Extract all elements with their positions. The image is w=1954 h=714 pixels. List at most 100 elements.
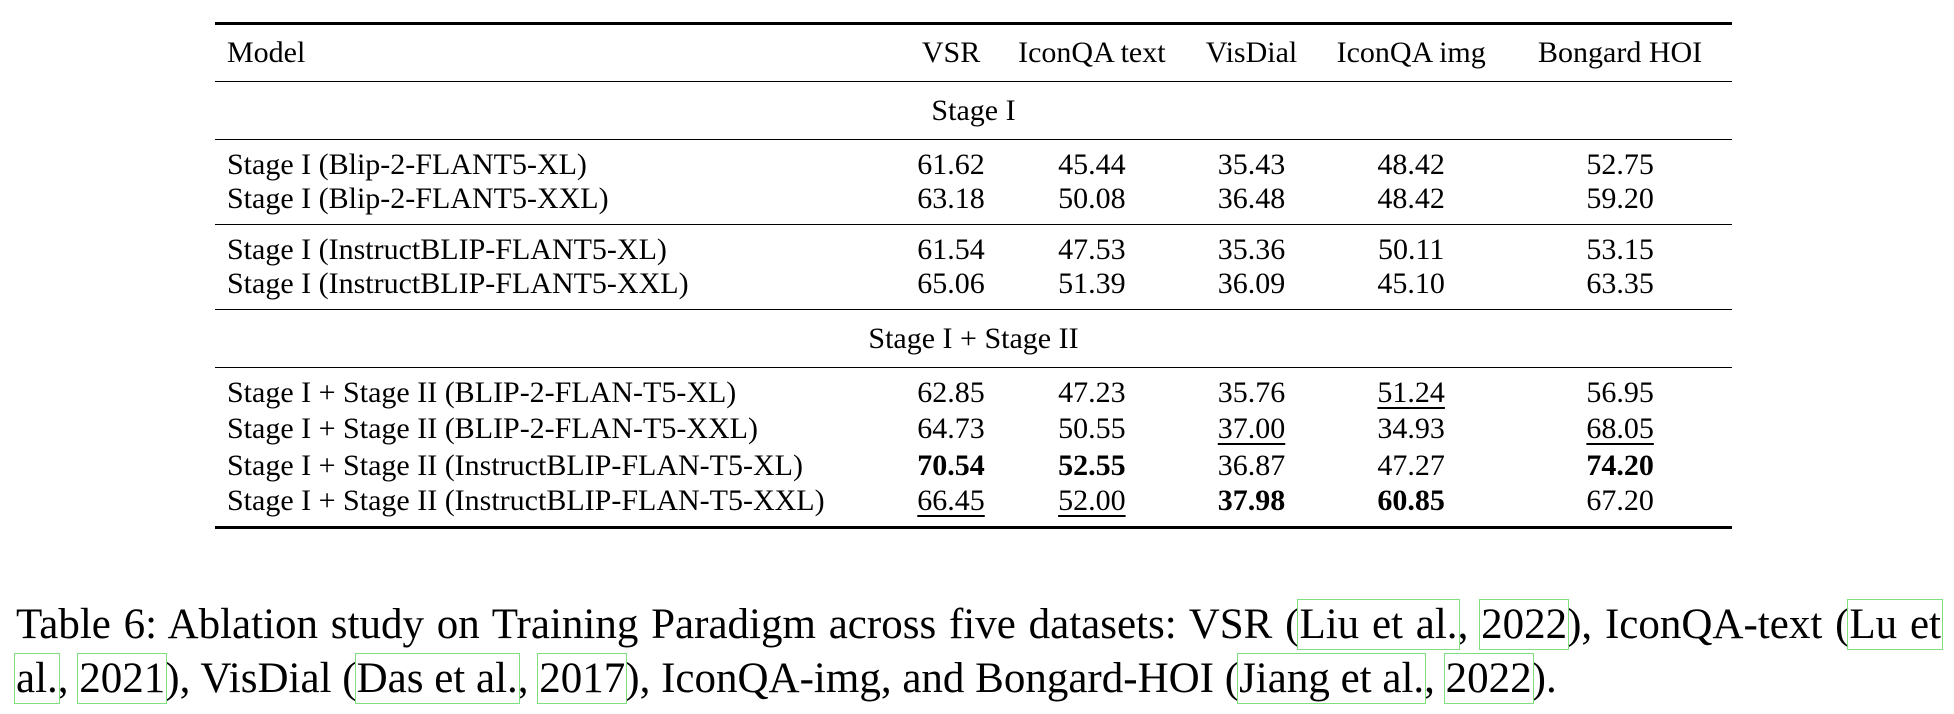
score-cell: 53.15	[1508, 225, 1732, 268]
score-cell: 52.00	[995, 484, 1189, 528]
table-row: Stage I (Blip-2-FLANT5-XL) 61.62 45.44 35.4…	[215, 139, 1732, 183]
score-value: 47.53	[1058, 233, 1126, 266]
score-cell: 64.73	[907, 410, 995, 447]
score-cell: 51.24	[1314, 368, 1508, 411]
score-cell: 51.39	[995, 267, 1189, 310]
score-value: 51.39	[1058, 267, 1126, 300]
score-value: 62.85	[917, 376, 985, 409]
table-row: Stage I + Stage II (InstructBLIP-FLAN-T5…	[215, 484, 1732, 528]
caption-text: ), VisDial (	[165, 655, 357, 702]
caption-text: ,	[1424, 655, 1446, 702]
table-caption: Table 6: Ablation study on Training Para…	[14, 598, 1943, 706]
table-row: Stage I + Stage II (BLIP-2-FLAN-T5-XL) 62…	[215, 367, 1732, 411]
caption-text: Table 6: Ablation study on Training Para…	[16, 601, 1300, 648]
score-cell: 70.54	[907, 447, 995, 484]
caption-text: ), IconQA-img, and Bongard-HOI (	[625, 655, 1240, 702]
score-value: 61.54	[917, 233, 985, 266]
score-cell: 50.08	[995, 182, 1189, 225]
header-model: Model	[227, 36, 306, 69]
second-best-score: 51.24	[1377, 376, 1445, 409]
score-value: 59.20	[1586, 182, 1654, 215]
score-value: 35.36	[1217, 233, 1286, 266]
model-name-cell: Stage I + Stage II (InstructBLIP-FLAN-T5…	[227, 448, 803, 482]
score-value: 64.73	[917, 411, 985, 445]
results-table: Model VSR IconQA text VisDial IconQA img…	[215, 22, 1732, 529]
score-cell: 48.42	[1314, 140, 1508, 183]
score-cell: 47.27	[1314, 447, 1508, 484]
score-cell: 62.85	[907, 368, 995, 411]
score-cell: 36.87	[1189, 447, 1314, 484]
score-cell: 50.55	[995, 410, 1189, 447]
caption-text: ,	[517, 655, 540, 702]
best-score: 70.54	[917, 448, 985, 482]
header-bongard-hoi: Bongard HOI	[1538, 36, 1703, 69]
model-name-cell: Stage I + Stage II (BLIP-2-FLAN-T5-XXL)	[227, 411, 758, 445]
citation-year[interactable]: 2022	[1443, 653, 1534, 704]
score-cell: 45.44	[995, 140, 1189, 183]
score-cell: 59.20	[1508, 182, 1732, 225]
score-cell: 61.54	[907, 225, 995, 268]
best-score: 52.55	[1058, 448, 1126, 482]
best-score: 74.20	[1586, 448, 1654, 482]
score-value: 65.06	[917, 267, 985, 300]
model-name-cell: Stage I + Stage II (BLIP-2-FLAN-T5-XL)	[227, 376, 737, 409]
score-value: 34.93	[1377, 411, 1445, 445]
score-cell: 66.45	[907, 484, 995, 528]
score-value: 36.09	[1217, 267, 1286, 300]
score-cell: 50.11	[1314, 225, 1508, 268]
score-cell: 68.05	[1508, 410, 1732, 447]
second-best-score: 52.00	[1058, 484, 1126, 517]
score-cell: 45.10	[1314, 267, 1508, 310]
score-cell: 63.35	[1508, 267, 1732, 310]
citation-author[interactable]: Liu et al.	[1297, 599, 1460, 650]
score-value: 35.76	[1217, 376, 1286, 409]
score-cell: 60.85	[1314, 484, 1508, 528]
score-value: 61.62	[917, 148, 985, 181]
model-name-cell: Stage I (InstructBLIP-FLANT5-XL)	[227, 233, 667, 266]
score-cell: 34.93	[1314, 410, 1508, 447]
score-value: 52.75	[1586, 148, 1654, 181]
citation-author[interactable]: Jiang et al.	[1237, 653, 1427, 704]
citation-year[interactable]: 2022	[1479, 599, 1570, 650]
citation-year[interactable]: 2017	[537, 653, 628, 704]
header-visdial: VisDial	[1205, 36, 1298, 69]
model-name-cell: Stage I (Blip-2-FLANT5-XXL)	[227, 182, 609, 215]
score-cell: 56.95	[1508, 368, 1732, 411]
second-best-score: 68.05	[1586, 411, 1654, 445]
second-best-score: 66.45	[917, 484, 985, 517]
header-vsr: VSR	[921, 36, 981, 69]
section-header-row: Stage I + Stage II	[215, 309, 1732, 368]
score-value: 67.20	[1586, 484, 1654, 517]
score-value: 50.11	[1377, 233, 1445, 266]
score-value: 48.42	[1377, 182, 1445, 215]
table-row: Stage I (Blip-2-FLANT5-XXL) 63.18 50.08 36.…	[215, 182, 1732, 225]
table-body: Stage I Stage I (Blip-2-FLANT5-XL) 61.62 45…	[215, 81, 1732, 528]
caption-text: ,	[1457, 601, 1482, 648]
score-cell: 37.98	[1189, 484, 1314, 528]
score-cell: 65.06	[907, 267, 995, 310]
header-iconqa-img: IconQA img	[1336, 36, 1486, 69]
score-value: 36.48	[1217, 182, 1286, 215]
citation-year[interactable]: 2021	[77, 653, 168, 704]
score-value: 50.55	[1058, 411, 1126, 445]
score-value: 50.08	[1058, 182, 1126, 215]
citation-author[interactable]: Lu et al.	[14, 599, 1943, 704]
section-title: Stage I + Stage II	[868, 321, 1079, 355]
caption-text: ), IconQA-text (	[1567, 601, 1850, 648]
score-cell: 47.23	[995, 368, 1189, 411]
score-value: 35.43	[1217, 148, 1286, 181]
score-value: 45.44	[1058, 148, 1126, 181]
score-cell: 35.43	[1189, 140, 1314, 183]
score-cell: 61.62	[907, 140, 995, 183]
score-cell: 52.75	[1508, 140, 1732, 183]
score-cell: 36.09	[1189, 267, 1314, 310]
table-row: Stage I (InstructBLIP-FLANT5-XXL) 65.06 51…	[215, 267, 1732, 310]
header-iconqa-text: IconQA text	[1018, 36, 1166, 69]
score-value: 47.23	[1058, 376, 1126, 409]
results-table-container: Model VSR IconQA text VisDial IconQA img…	[215, 22, 1732, 529]
citation-author[interactable]: Das et al.	[354, 653, 520, 704]
score-cell: 63.18	[907, 182, 995, 225]
score-cell: 36.48	[1189, 182, 1314, 225]
score-cell: 47.53	[995, 225, 1189, 268]
score-value: 45.10	[1377, 267, 1445, 300]
